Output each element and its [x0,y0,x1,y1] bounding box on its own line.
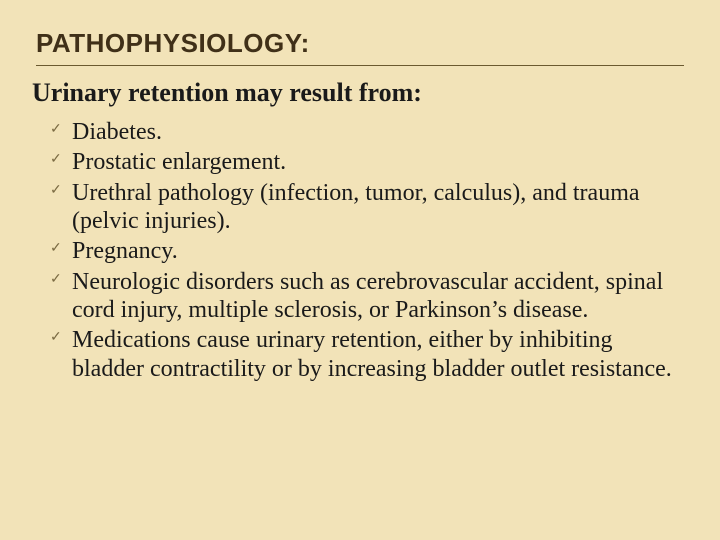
list-item-text: Medications cause urinary retention, eit… [72,326,684,383]
list-item: ✓Urethral pathology (infection, tumor, c… [72,179,684,236]
check-icon: ✓ [50,150,62,167]
list-item-text: Urethral pathology (infection, tumor, ca… [72,179,684,236]
check-icon: ✓ [50,120,62,137]
slide-title: PATHOPHYSIOLOGY: [36,28,684,59]
check-icon: ✓ [50,270,62,287]
list-item-text: Diabetes. [72,118,684,146]
list-item: ✓Prostatic enlargement. [72,148,684,176]
list-item-text: Pregnancy. [72,237,684,265]
check-icon: ✓ [50,181,62,198]
slide: PATHOPHYSIOLOGY: Urinary retention may r… [0,0,720,540]
bullet-list: ✓Diabetes.✓Prostatic enlargement.✓Urethr… [36,118,684,383]
list-item: ✓Pregnancy. [72,237,684,265]
check-icon: ✓ [50,328,62,345]
list-item-text: Prostatic enlargement. [72,148,684,176]
list-item-text: Neurologic disorders such as cerebrovasc… [72,268,684,325]
title-divider [36,65,684,66]
list-item: ✓Diabetes. [72,118,684,146]
slide-subtitle: Urinary retention may result from: [32,78,684,108]
list-item: ✓Neurologic disorders such as cerebrovas… [72,268,684,325]
list-item: ✓Medications cause urinary retention, ei… [72,326,684,383]
check-icon: ✓ [50,239,62,256]
